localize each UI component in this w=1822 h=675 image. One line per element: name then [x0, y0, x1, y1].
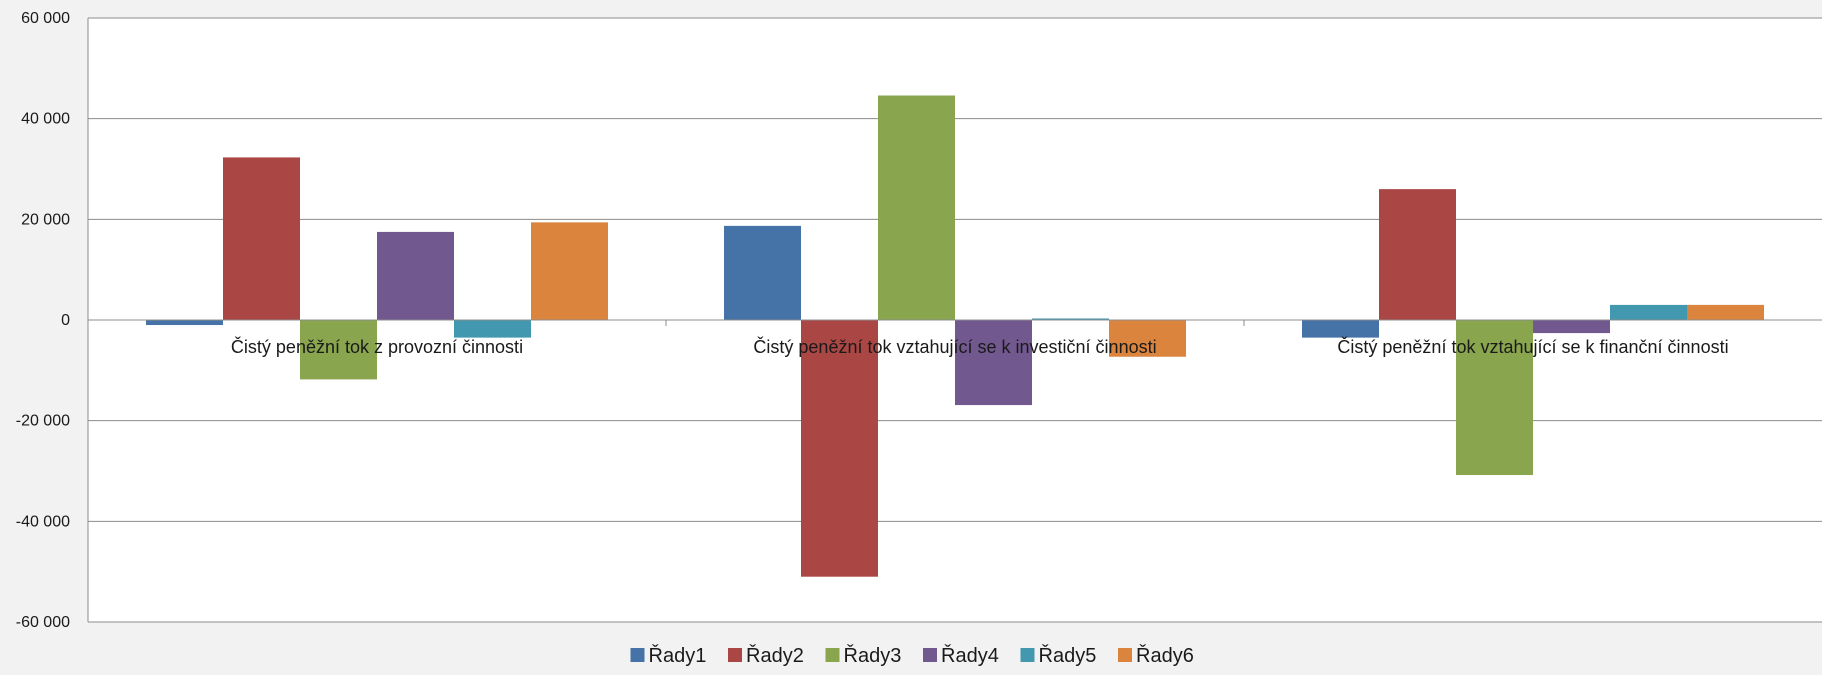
axes [87, 18, 1822, 622]
bar-Řady4 [955, 320, 1032, 406]
legend-swatch [630, 648, 645, 662]
legend-label: Řady3 [844, 644, 902, 667]
bar-Řady4 [377, 231, 454, 320]
legend-item: Řady5 [1020, 644, 1097, 667]
bars [146, 95, 1764, 577]
bar-Řady3 [878, 95, 955, 320]
y-tick-label: 40 000 [21, 111, 70, 128]
y-tick-label: 0 [61, 312, 70, 329]
y-tick-label: 20 000 [21, 211, 70, 228]
bar-Řady3 [1456, 320, 1533, 476]
category-label: Čistý peněžní tok vztahující se k finanč… [1337, 336, 1728, 357]
bar-Řady6 [531, 222, 608, 320]
legend-item: Řady4 [923, 644, 999, 667]
bar-Řady4 [1533, 320, 1610, 334]
category-labels: Čistý peněžní tok z provozní činnosti Čis… [231, 336, 1729, 357]
y-tick-label: -40 000 [16, 513, 70, 530]
legend-swatch [825, 648, 840, 662]
category-label: Čistý peněžní tok vztahující se k invest… [753, 336, 1156, 357]
legend-swatch [728, 648, 742, 662]
bar-Řady2 [801, 320, 878, 577]
bar-Řady1 [146, 320, 223, 326]
bar-Řady1 [724, 225, 801, 320]
legend-swatch [923, 648, 937, 662]
y-tick-label: -60 000 [16, 614, 70, 631]
legend-item: Řady3 [825, 644, 902, 667]
legend-label: Řady2 [746, 644, 804, 667]
y-tick-label: -20 000 [16, 413, 70, 430]
bar-Řady2 [1379, 189, 1456, 320]
y-tick-label: 60 000 [21, 10, 70, 27]
bar-Řady2 [223, 157, 300, 320]
legend-item: Řady2 [728, 644, 804, 667]
bar-Řady5 [1032, 318, 1109, 320]
bar-Řady6 [1687, 304, 1764, 320]
legend-label: Řady5 [1039, 644, 1097, 667]
legend-label: Řady4 [941, 644, 999, 667]
legend-swatch [1020, 648, 1035, 662]
legend-swatch [1118, 648, 1132, 662]
category-label: Čistý peněžní tok z provozní činnosti [231, 336, 523, 357]
bar-Řady3 [300, 320, 377, 380]
y-axis-tick-labels: 60 000 40 000 20 000 0 -20 000 -40 000 -60 000 [16, 10, 70, 631]
legend-label: Řady6 [1136, 644, 1194, 667]
bar-Řady6 [1109, 320, 1186, 357]
legend-item: Řady1 [630, 644, 707, 667]
legend: Řady1 Řady2 Řady3 Řady4 Řady5 Řady6 [630, 644, 1194, 667]
bar-Řady1 [1302, 320, 1379, 338]
bar-Řady5 [454, 320, 531, 338]
bar-Řady5 [1610, 304, 1687, 320]
legend-item: Řady6 [1118, 644, 1194, 667]
legend-label: Řady1 [649, 644, 707, 667]
